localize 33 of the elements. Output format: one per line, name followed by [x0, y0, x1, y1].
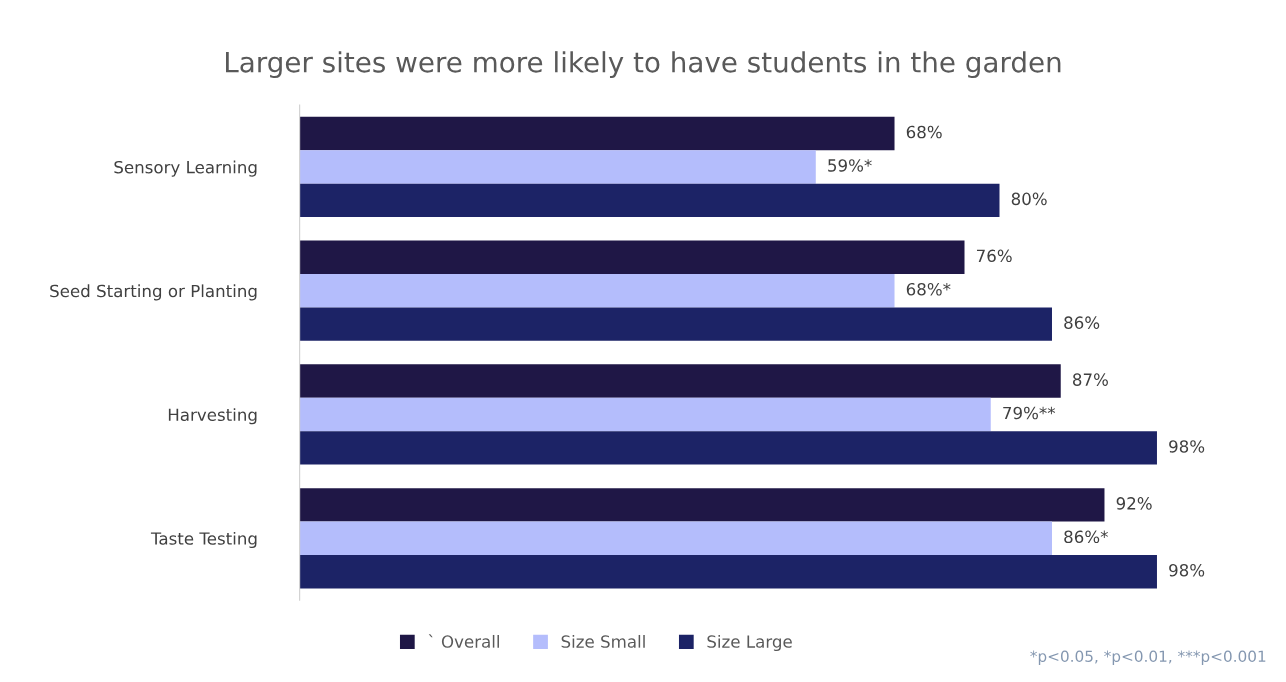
bar — [299, 150, 816, 184]
bar — [299, 431, 1157, 465]
bar — [299, 273, 895, 308]
bar — [299, 307, 1052, 341]
data-label: 86%* — [1064, 530, 1108, 544]
bar — [299, 116, 895, 151]
data-label: 98% — [1169, 440, 1205, 453]
bar — [299, 554, 1157, 589]
bar — [299, 521, 1052, 555]
bar — [299, 240, 965, 274]
data-label: 92% — [1116, 497, 1152, 510]
bar — [299, 364, 1061, 398]
legend-label: ` Overall — [428, 634, 499, 648]
data-label: 76% — [976, 249, 1012, 263]
legend-label: Size Small — [561, 634, 645, 648]
bar — [299, 397, 991, 432]
data-label: 59%* — [828, 159, 872, 172]
chart-title: Larger sites were more likely to have students in the garden — [226, 51, 1061, 79]
data-label: 68% — [906, 125, 942, 139]
data-label: 68%* — [906, 282, 951, 296]
data-label: 79%** — [1003, 406, 1056, 420]
data-label: 87% — [1072, 373, 1108, 386]
y-tick-label: Harvesting — [168, 408, 257, 425]
data-label: 98% — [1169, 563, 1205, 577]
y-tick-label: Sensory Learning — [114, 160, 257, 177]
legend-label: Size Large — [707, 634, 792, 652]
bar — [299, 488, 1105, 522]
y-tick-label: Taste Testing — [150, 531, 257, 549]
y-tick-label: Seed Starting or Planting — [50, 284, 257, 301]
bar — [299, 183, 1000, 218]
data-label: 80% — [1011, 192, 1047, 206]
data-label: 86% — [1064, 316, 1100, 329]
text: *p<0.05, *p<0.01, ***p<0.001 — [1030, 650, 1266, 665]
